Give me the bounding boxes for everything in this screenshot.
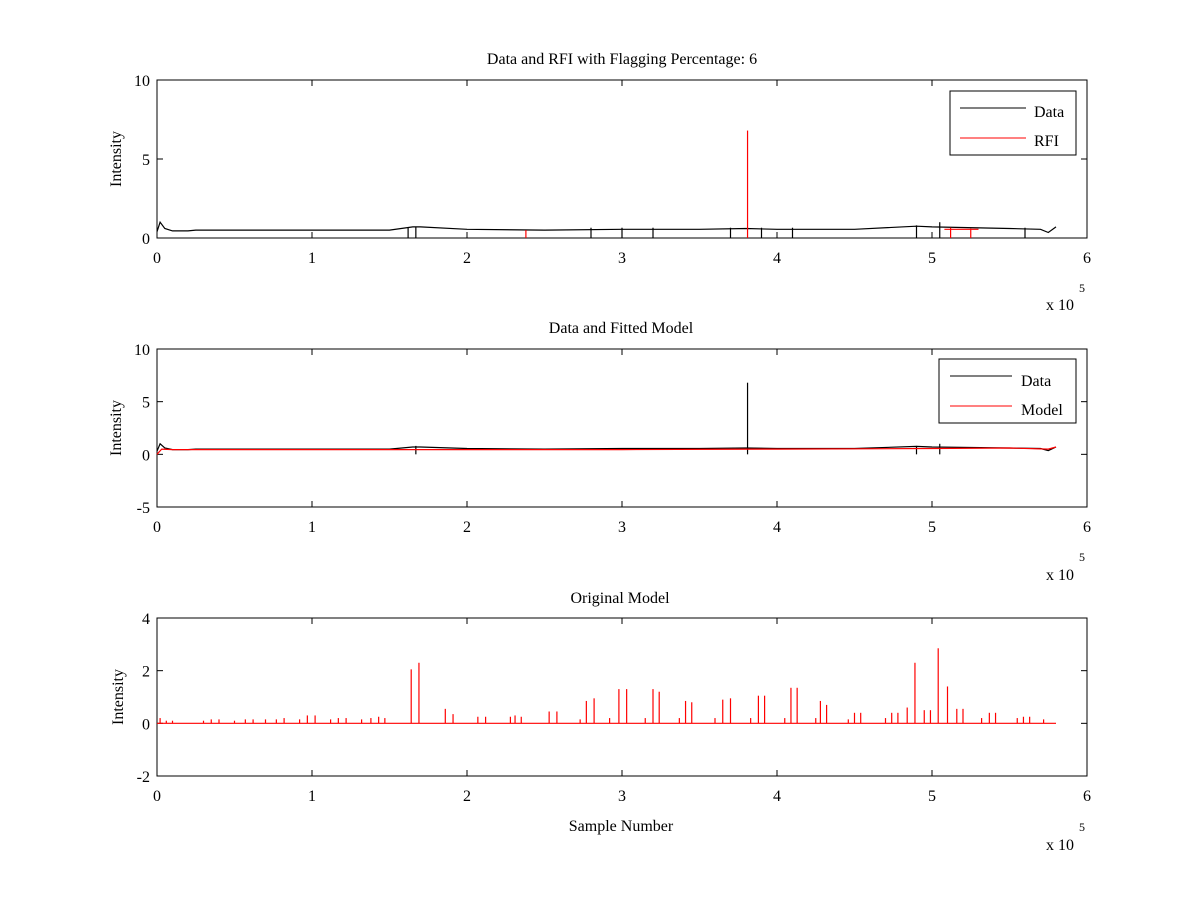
y-tick-label: 5 (142, 395, 150, 412)
x-axis-label: Sample Number (569, 818, 674, 835)
legend-label-data: Data (1034, 104, 1064, 121)
x-multiplier-exponent: 5 (1079, 820, 1085, 834)
y-axis-label: Intensity (108, 131, 125, 187)
x-tick-label: 0 (153, 788, 161, 805)
x-tick-label: 1 (308, 519, 316, 536)
y-tick-label: 0 (142, 447, 150, 464)
series-model-line (156, 446, 1057, 455)
legend-label-model: Model (1021, 402, 1063, 419)
x-multiplier-base: x 10 (1046, 567, 1074, 584)
x-multiplier-exponent: 5 (1079, 550, 1085, 564)
y-ticks: 0 5 10 (134, 73, 1087, 248)
x-ticks: 0 1 2 3 4 5 6 (153, 80, 1091, 267)
x-tick-label: 5 (928, 788, 936, 805)
legend: Data RFI (949, 90, 1077, 156)
x-multiplier: x 10 5 (1046, 550, 1085, 584)
y-tick-label: -5 (137, 500, 150, 517)
plot-area (157, 648, 1056, 724)
x-tick-label: 6 (1083, 788, 1091, 805)
x-tick-label: 4 (773, 519, 781, 536)
x-tick-label: 2 (463, 788, 471, 805)
x-multiplier: x 10 5 (1046, 281, 1085, 314)
x-multiplier-base: x 10 (1046, 837, 1074, 854)
legend-box (949, 90, 1077, 156)
axes-frame (156, 79, 1088, 239)
x-tick-label: 2 (463, 519, 471, 536)
plot-area (156, 130, 1057, 238)
y-axis-label: Intensity (108, 400, 125, 456)
x-ticks: 0 1 2 3 4 5 6 (153, 349, 1091, 536)
x-tick-label: 5 (928, 519, 936, 536)
y-axis-label: Intensity (110, 669, 127, 725)
x-tick-label: 2 (463, 250, 471, 267)
series-data-line (156, 220, 1057, 234)
y-tick-label: 4 (142, 611, 150, 628)
panel-3: Original Model Intensity Sample Number 0… (110, 590, 1091, 854)
panel-title: Data and RFI with Flagging Percentage: 6 (487, 51, 757, 68)
x-tick-label: 0 (153, 250, 161, 267)
axes-frame (156, 617, 1088, 777)
panel-1: Data and RFI with Flagging Percentage: 6… (108, 51, 1091, 314)
y-tick-label: 10 (134, 73, 150, 90)
plot-area (156, 382, 1057, 455)
x-tick-label: 3 (618, 250, 626, 267)
axes-frame (156, 348, 1088, 508)
x-multiplier-base: x 10 (1046, 297, 1074, 314)
y-tick-label: 10 (134, 342, 150, 359)
y-tick-label: -2 (137, 769, 150, 786)
y-ticks: -5 0 5 10 (134, 342, 1087, 517)
y-tick-label: 0 (142, 231, 150, 248)
y-tick-label: 2 (142, 664, 150, 681)
legend: Data Model (938, 358, 1077, 424)
x-multiplier-exponent: 5 (1079, 281, 1085, 295)
panel-title: Data and Fitted Model (549, 320, 694, 337)
x-tick-label: 6 (1083, 250, 1091, 267)
y-tick-label: 0 (142, 716, 150, 733)
panel-title: Original Model (570, 590, 670, 607)
legend-label-data: Data (1021, 373, 1051, 390)
y-tick-label: 5 (142, 152, 150, 169)
x-tick-label: 3 (618, 519, 626, 536)
x-multiplier: x 10 5 (1046, 820, 1085, 854)
x-tick-label: 1 (308, 788, 316, 805)
x-tick-label: 4 (773, 788, 781, 805)
x-tick-label: 6 (1083, 519, 1091, 536)
legend-box (938, 358, 1077, 424)
x-tick-label: 4 (773, 250, 781, 267)
x-tick-label: 1 (308, 250, 316, 267)
x-tick-label: 3 (618, 788, 626, 805)
x-tick-label: 5 (928, 250, 936, 267)
legend-label-rfi: RFI (1034, 133, 1059, 150)
x-ticks: 0 1 2 3 4 5 6 (153, 618, 1091, 805)
x-tick-label: 0 (153, 519, 161, 536)
